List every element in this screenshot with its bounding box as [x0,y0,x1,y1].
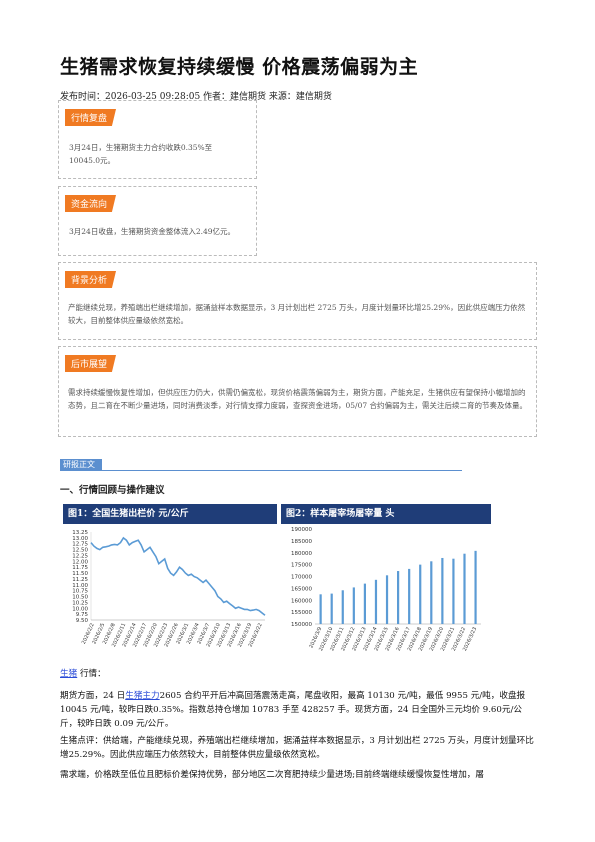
chart2-bar [408,568,411,624]
outlook-tag: 后市展望 [65,355,117,372]
report-body-tag: 研报正文 [60,459,102,471]
paragraph-3: 生猪点评：供给端，产能继续兑现，养殖端出栏继续增加，据涌益样本数据显示，3 月计… [60,736,534,760]
chart2-bar [463,553,466,624]
chart2-ytick: 160000 [291,598,312,604]
chart1-ytick: 12.75 [72,542,88,548]
chart2-bar [319,594,322,624]
chart2-bar [474,550,477,624]
background-box: 背景分析 产能继续兑现，养殖端出栏继续增加，据涌益样本数据显示，3 月计划出栏 … [58,262,537,340]
article-title: 生猪需求恢复持续缓慢 价格震荡偏弱为主 [60,56,419,78]
chart2-bar [452,558,455,624]
chart2-ytick: 155000 [291,610,312,616]
chart2-ytick: 165000 [291,586,312,592]
chart2-ytick: 175000 [291,563,312,569]
chart1-ytick: 12.25 [72,553,88,559]
chart1-ytick: 9.50 [76,618,89,624]
chart1-ytick: 11.50 [72,571,88,577]
chart2-ytick: 150000 [291,622,312,628]
market-review-tag: 行情复盘 [65,109,117,126]
chart2-bar [341,590,344,624]
chart2-bar [419,564,422,624]
paragraph-1-suffix: 行情： [79,669,106,679]
chart2-bar [385,575,389,624]
chart1-ytick: 10.25 [72,600,88,606]
chart1-svg: 13.2513.0012.7512.5012.2512.0011.7511.50… [72,530,266,648]
chart2-svg: 190000 185000 180000 175000 170000 165000 1600… [291,527,481,652]
outlook-text: 需求持续缓慢恢复性增加，但供应压力仍大，供需仍偏宽松，现货价格震荡偏弱为主，期货… [68,388,527,410]
chart2-bar [330,593,333,624]
chart1-ytick: 10.50 [72,595,88,601]
pig-main-contract-link[interactable]: 生猪主力 [125,691,160,701]
chart1-ytick: 11.00 [72,583,88,589]
chart1-title: 图1：全国生猪出栏价 元/公斤 [63,504,277,524]
chart1-ytick: 13.00 [72,536,88,542]
chart2-bar [363,583,366,624]
chart1-series-line [90,536,266,616]
chart1-ytick: 10.75 [72,589,88,595]
chart2-bar [352,587,355,624]
chart1-ytick: 11.25 [72,577,88,583]
chart2-title: 图2：样本屠宰场屠宰量 头 [281,504,491,524]
market-review-text: 3月24日，生猪期货主力合约收跌0.35%至10045.0元。 [69,143,213,165]
chart2-bar [430,561,433,624]
chart1-ytick: 10.00 [72,606,88,612]
chart2-ytick: 170000 [291,575,312,581]
fund-flow-box: 资金流向 3月24日收盘，生猪期货资金整体流入2.49亿元。 [58,186,257,256]
market-review-box: 行情复盘 3月24日，生猪期货主力合约收跌0.35%至10045.0元。 [58,100,257,179]
outlook-box: 后市展望 需求持续缓慢恢复性增加，但供应压力仍大，供需仍偏宽松，现货价格震荡偏弱… [58,346,537,437]
chart1-ytick: 12.00 [72,559,88,565]
chart1-ytick: 13.25 [72,530,88,536]
paragraph-2: 期货方面，24 日生猪主力2605 合约平开后冲高回落震荡走高，尾盘收阳，最高 … [60,689,538,731]
article-meta: 发布时间：2026-03-25 09:28:05 作者：建信期货 来源：建信期货 [60,92,332,102]
chart1-ytick: 9.75 [76,612,89,618]
paragraph-1: 生猪 行情： [60,667,538,681]
chart2-ytick: 190000 [291,527,312,533]
section-heading: 一、行情回顾与操作建议 [60,485,165,496]
paragraph-2-b: 2605 合约平开后冲高回落震荡走高，尾盘收阳，最高 10130 元/吨，最低 … [60,691,526,729]
report-divider [102,470,462,471]
background-text: 产能继续兑现，养殖端出栏继续增加，据涌益样本数据显示，3 月计划出栏 2725 … [68,303,526,325]
background-tag: 背景分析 [65,271,117,288]
chart2-bar [397,571,400,624]
chart2-bar [374,579,378,624]
chart1-ytick: 12.50 [72,548,88,554]
fund-flow-tag: 资金流向 [65,195,117,212]
chart2-ytick: 180000 [291,551,312,557]
paragraph-4: 需求端，价格跌至低位且肥标价差保持优势，部分地区二次育肥持续少量进场;目前终端继… [60,770,484,780]
paragraph-2-a: 期货方面，24 日 [60,691,126,701]
chart2-bar [441,557,444,624]
chart2-ytick: 185000 [291,539,312,545]
pig-link[interactable]: 生猪 [60,669,78,679]
fund-flow-text: 3月24日收盘，生猪期货资金整体流入2.49亿元。 [69,227,236,236]
chart1-ytick: 11.75 [72,565,88,571]
